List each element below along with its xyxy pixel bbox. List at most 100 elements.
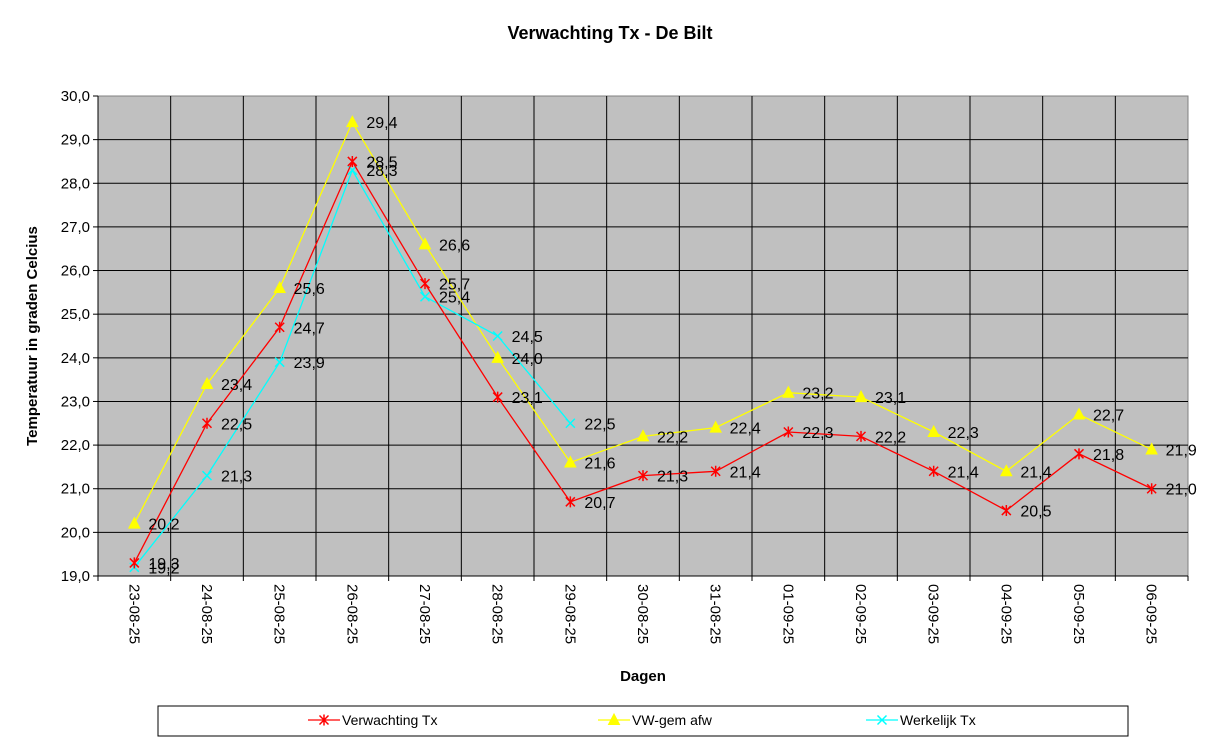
data-point-verwachting-tx: [710, 465, 721, 477]
y-tick-label: 30,0: [61, 88, 90, 105]
y-axis-title: Temperatuur in graden Celcius: [24, 226, 41, 446]
y-tick-label: 23,0: [61, 393, 90, 410]
data-point-verwachting-tx: [492, 391, 503, 403]
x-axis-title: Dagen: [620, 668, 666, 685]
data-point-verwachting-tx: [565, 496, 576, 508]
data-label-verwachting-tx: 21,0: [1166, 482, 1197, 499]
data-point-werkelijk-tx: [201, 470, 213, 481]
data-point-verwachting-tx: [347, 155, 358, 167]
data-label-werkelijk-tx: 28,3: [366, 163, 397, 180]
data-label-verwachting-tx: 22,5: [221, 416, 252, 433]
legend-box: [157, 705, 1129, 737]
data-label-werkelijk-tx: 24,5: [512, 329, 543, 346]
x-axis-ticks: 23-08-25 24-08-25 25-08-25 26-08-25 27-08-25…: [97, 576, 1189, 644]
data-label-vw-gem-afw: 22,2: [657, 429, 688, 446]
data-label-verwachting-tx: 21,4: [948, 464, 979, 481]
x-tick-label: 26-08-25: [343, 584, 360, 644]
data-point-verwachting-tx: [201, 417, 213, 429]
y-tick-label: 21,0: [61, 481, 90, 498]
data-label-vw-gem-afw: 24,0: [512, 351, 543, 368]
data-label-verwachting-tx: 28,5: [366, 154, 397, 171]
legend-label: Verwachting Tx: [342, 712, 437, 728]
data-point-verwachting-tx: [637, 470, 649, 482]
data-label-vw-gem-afw: 21,9: [1166, 442, 1197, 459]
data-label-vw-gem-afw: 21,6: [584, 456, 615, 473]
x-tick-label: 27-08-25: [416, 584, 433, 644]
x-tick-label: 06-09-25: [1143, 584, 1160, 644]
data-point-vw-gem-afw: [491, 350, 504, 363]
series-group: [128, 115, 1158, 573]
data-point-vw-gem-afw: [128, 516, 141, 529]
data-label-vw-gem-afw: 25,6: [294, 281, 325, 298]
data-point-verwachting-tx: [419, 278, 431, 290]
y-tick-label: 22,0: [61, 437, 90, 454]
data-point-vw-gem-afw: [200, 376, 214, 389]
data-point-vw-gem-afw: [636, 429, 650, 442]
data-point-vw-gem-afw: [927, 424, 940, 437]
data-label-vw-gem-afw: 23,2: [802, 386, 833, 403]
data-point-verwachting-tx: [129, 557, 140, 569]
data-point-werkelijk-tx: [565, 418, 576, 429]
y-tick-label: 29,0: [61, 132, 90, 149]
y-axis-ticks: 19,0 20,0 21,0 22,0 23,0 24,0 25,0 26,0 27,0 28,0…: [61, 88, 98, 585]
data-point-vw-gem-afw: [564, 455, 577, 468]
data-label-verwachting-tx: 20,7: [584, 495, 615, 512]
data-labels: 20,2 23,4 25,6 29,4 26,6 24,0 21,6 22,2 22,4 23,2…: [148, 115, 1197, 577]
data-point-vw-gem-afw: [782, 385, 795, 398]
x-tick-label: 01-09-25: [779, 584, 796, 644]
data-point-verwachting-tx: [855, 430, 867, 442]
data-point-werkelijk-tx: [419, 291, 431, 302]
data-label-verwachting-tx: 23,1: [512, 390, 543, 407]
data-label-verwachting-tx: 24,7: [294, 320, 325, 337]
data-label-verwachting-tx: 21,3: [657, 469, 688, 486]
data-label-vw-gem-afw: 26,6: [439, 237, 470, 254]
legend-marker: [607, 712, 621, 725]
x-tick-label: 24-08-25: [198, 584, 215, 644]
data-label-verwachting-tx: 21,8: [1093, 447, 1124, 464]
data-point-vw-gem-afw: [1072, 407, 1086, 420]
data-label-werkelijk-tx: 21,3: [221, 469, 252, 486]
x-tick-label: 25-08-25: [271, 584, 288, 644]
data-label-verwachting-tx: 21,4: [730, 464, 761, 481]
x-tick-label: 30-08-25: [634, 584, 651, 644]
data-point-vw-gem-afw: [1000, 464, 1013, 477]
data-point-verwachting-tx: [274, 321, 285, 333]
data-point-verwachting-tx: [1146, 483, 1157, 495]
data-point-werkelijk-tx: [274, 357, 285, 368]
data-point-vw-gem-afw: [1145, 442, 1158, 455]
legend-marker: [318, 714, 330, 726]
legend-label: Werkelijk Tx: [900, 712, 976, 728]
data-label-verwachting-tx: 20,5: [1020, 504, 1051, 521]
data-label-vw-gem-afw: 21,4: [1020, 464, 1051, 481]
y-tick-label: 26,0: [61, 263, 90, 280]
data-label-werkelijk-tx: 23,9: [294, 355, 325, 372]
data-label-vw-gem-afw: 23,1: [875, 390, 906, 407]
data-point-verwachting-tx: [928, 465, 939, 477]
data-label-verwachting-tx: 19,3: [148, 556, 179, 573]
legend-label: VW-gem afw: [632, 712, 713, 728]
data-point-vw-gem-afw: [418, 237, 432, 250]
data-label-werkelijk-tx: 19,2: [148, 560, 179, 577]
x-tick-label: 05-09-25: [1070, 584, 1087, 644]
data-label-verwachting-tx: 22,3: [802, 425, 833, 442]
x-tick-label: 23-08-25: [125, 584, 142, 644]
x-tick-label: 04-09-25: [997, 584, 1014, 644]
data-label-verwachting-tx: 22,2: [875, 429, 906, 446]
data-point-verwachting-tx: [1073, 448, 1085, 460]
x-tick-label: 02-09-25: [852, 584, 869, 644]
y-tick-label: 20,0: [61, 524, 90, 541]
data-label-vw-gem-afw: 22,4: [730, 421, 761, 438]
data-point-verwachting-tx: [1001, 505, 1012, 517]
legend: Verwachting Tx VW-gem afw Werkelijk Tx: [308, 712, 976, 728]
x-tick-label: 28-08-25: [489, 584, 506, 644]
y-tick-label: 24,0: [61, 350, 90, 367]
gridlines: [97, 96, 1188, 577]
legend-item-vw-gem-afw: VW-gem afw: [598, 712, 713, 728]
data-point-vw-gem-afw: [273, 280, 286, 293]
data-point-werkelijk-tx: [492, 330, 503, 342]
x-tick-label: 31-08-25: [707, 584, 724, 644]
data-point-vw-gem-afw: [709, 420, 722, 433]
data-label-werkelijk-tx: 22,5: [584, 416, 615, 433]
data-point-vw-gem-afw: [346, 115, 359, 128]
